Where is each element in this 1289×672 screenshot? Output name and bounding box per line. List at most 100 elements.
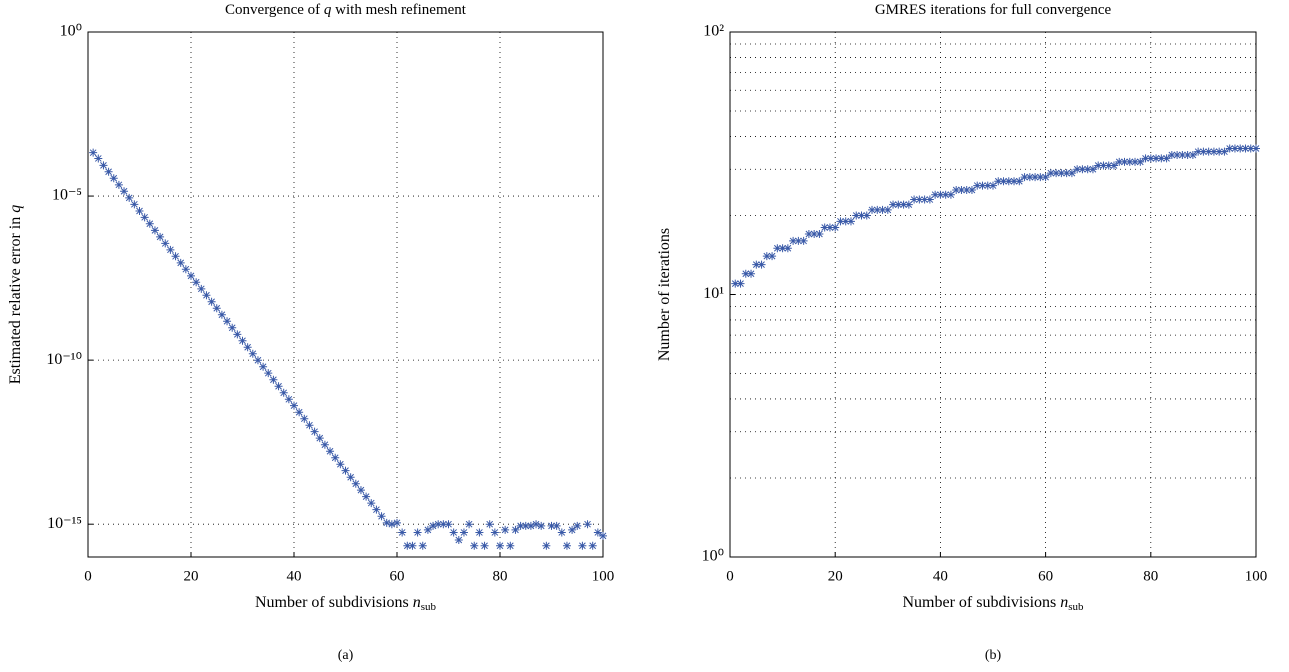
data-point	[1083, 165, 1092, 174]
data-point	[1073, 165, 1082, 174]
data-point	[207, 297, 216, 306]
data-point	[217, 310, 226, 319]
data-point	[501, 525, 510, 534]
data-point	[1120, 157, 1129, 166]
data-point	[757, 260, 766, 269]
data-point	[341, 466, 350, 475]
x-tick-label: 100	[592, 568, 615, 584]
data-point	[197, 284, 206, 293]
data-point	[1031, 173, 1040, 182]
data-point	[125, 193, 134, 202]
data-point	[1167, 150, 1176, 159]
data-point	[731, 279, 740, 288]
data-point	[1057, 169, 1066, 178]
x-axis-label: Number of subdivisions nsub	[902, 594, 1084, 613]
x-tick-label: 40	[287, 568, 302, 584]
data-point	[264, 369, 273, 378]
data-point	[915, 195, 924, 204]
data-point	[568, 525, 577, 534]
data-point	[418, 541, 427, 550]
data-point	[846, 217, 855, 226]
data-point	[562, 541, 571, 550]
data-point	[114, 180, 123, 189]
data-point	[1041, 173, 1050, 182]
data-point	[852, 211, 861, 220]
data-point	[1199, 147, 1208, 156]
data-point	[1052, 169, 1061, 178]
data-point	[1252, 144, 1260, 153]
data-point	[1141, 154, 1150, 163]
data-point	[130, 200, 139, 209]
data-point	[537, 521, 546, 530]
data-point	[804, 230, 813, 239]
data-point	[459, 528, 468, 537]
data-point	[946, 190, 955, 199]
data-point	[573, 521, 582, 530]
text-part: Estimated relative error in	[7, 213, 24, 384]
data-point	[920, 195, 929, 204]
data-point	[238, 336, 247, 345]
data-point	[904, 200, 913, 209]
data-point	[1230, 144, 1239, 153]
text-part: sub	[421, 601, 437, 613]
data-point	[243, 343, 252, 352]
data-point	[94, 154, 103, 163]
data-point	[346, 473, 355, 482]
data-point	[259, 362, 268, 371]
data-point	[894, 200, 903, 209]
data-point	[89, 148, 98, 157]
caption: (b)	[985, 648, 1002, 663]
data-point	[1025, 173, 1034, 182]
x-tick-label: 60	[1038, 568, 1053, 584]
data-point	[552, 521, 561, 530]
x-tick-label: 0	[84, 568, 92, 584]
data-point	[434, 520, 443, 529]
data-point	[967, 186, 976, 195]
data-point	[387, 520, 396, 529]
data-point	[253, 356, 262, 365]
data-point	[279, 388, 288, 397]
data-point	[320, 440, 329, 449]
data-point	[109, 174, 118, 183]
data-point	[883, 205, 892, 214]
data-point	[181, 265, 190, 274]
data-point	[233, 330, 242, 339]
data-point	[521, 521, 530, 530]
data-point	[1183, 150, 1192, 159]
data-point	[1078, 165, 1087, 174]
text-part: GMRES iterations for full convergence	[875, 2, 1112, 18]
data-point	[408, 541, 417, 550]
data-point	[1104, 161, 1113, 170]
data-point	[274, 382, 283, 391]
data-point	[878, 205, 887, 214]
data-point	[1125, 157, 1134, 166]
data-point	[936, 190, 945, 199]
chart-title: GMRES iterations for full convergence	[875, 2, 1112, 18]
data-point	[1241, 144, 1250, 153]
data-point	[156, 232, 165, 241]
data-point	[899, 200, 908, 209]
x-tick-label: 0	[726, 568, 734, 584]
data-point	[120, 187, 129, 196]
data-point	[532, 520, 541, 529]
data-point	[454, 535, 463, 544]
data-point	[290, 401, 298, 410]
data-point	[351, 479, 360, 488]
data-point	[516, 521, 525, 530]
y-tick-label: 10⁻⁵	[52, 187, 82, 204]
data-point	[1115, 157, 1124, 166]
data-point	[161, 239, 170, 248]
data-point	[836, 217, 845, 226]
data-point	[825, 223, 834, 232]
data-point	[444, 520, 453, 529]
data-point	[223, 317, 232, 326]
data-point	[962, 186, 971, 195]
data-point	[336, 460, 345, 469]
data-point	[356, 486, 365, 495]
x-tick-label: 80	[493, 568, 508, 584]
data-point	[1225, 144, 1234, 153]
data-point	[783, 244, 792, 253]
x-tick-label: 100	[1245, 568, 1268, 584]
data-point	[862, 211, 871, 220]
data-point	[1099, 161, 1108, 170]
